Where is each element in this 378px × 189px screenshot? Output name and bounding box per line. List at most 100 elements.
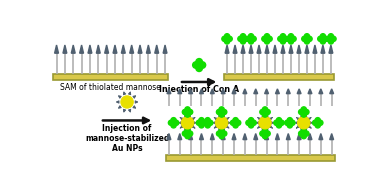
Circle shape: [238, 36, 243, 41]
Circle shape: [320, 34, 325, 39]
Text: SAM of thiolated mannose: SAM of thiolated mannose: [60, 83, 161, 92]
Polygon shape: [211, 89, 214, 94]
Circle shape: [262, 107, 268, 112]
Polygon shape: [96, 45, 100, 53]
Circle shape: [171, 123, 176, 128]
Circle shape: [301, 107, 307, 112]
Circle shape: [201, 120, 207, 125]
Polygon shape: [254, 134, 258, 140]
Circle shape: [318, 36, 323, 41]
Circle shape: [185, 107, 190, 112]
Circle shape: [278, 36, 283, 41]
Circle shape: [318, 120, 323, 125]
Circle shape: [315, 118, 320, 123]
Circle shape: [174, 120, 179, 125]
Circle shape: [196, 120, 201, 125]
Polygon shape: [113, 45, 117, 53]
Circle shape: [290, 120, 295, 125]
Circle shape: [222, 131, 227, 136]
Circle shape: [260, 109, 265, 115]
Circle shape: [233, 118, 238, 123]
Circle shape: [304, 34, 310, 39]
Polygon shape: [273, 45, 277, 53]
Circle shape: [185, 112, 190, 117]
Circle shape: [307, 36, 312, 41]
Polygon shape: [319, 134, 323, 140]
Circle shape: [301, 112, 307, 117]
Polygon shape: [54, 45, 59, 53]
Circle shape: [215, 117, 228, 129]
Circle shape: [168, 120, 174, 125]
Polygon shape: [221, 134, 225, 140]
Circle shape: [185, 134, 190, 139]
Circle shape: [259, 117, 271, 129]
Circle shape: [262, 134, 268, 139]
Circle shape: [225, 34, 230, 39]
Circle shape: [264, 34, 270, 39]
Polygon shape: [265, 89, 268, 94]
Circle shape: [315, 123, 320, 128]
Polygon shape: [63, 45, 67, 53]
Circle shape: [199, 123, 204, 128]
Circle shape: [262, 128, 268, 134]
Circle shape: [203, 120, 208, 125]
Polygon shape: [276, 89, 279, 94]
Circle shape: [276, 123, 282, 128]
Circle shape: [193, 62, 199, 68]
Polygon shape: [225, 45, 229, 53]
Polygon shape: [313, 45, 317, 53]
Polygon shape: [200, 89, 203, 94]
Circle shape: [302, 36, 307, 41]
Polygon shape: [243, 134, 247, 140]
Circle shape: [240, 39, 246, 44]
Circle shape: [286, 36, 291, 41]
Circle shape: [227, 36, 232, 41]
Polygon shape: [257, 45, 261, 53]
Circle shape: [287, 118, 293, 123]
Circle shape: [323, 36, 328, 41]
Circle shape: [219, 134, 224, 139]
Circle shape: [320, 39, 325, 44]
Bar: [224, 74, 334, 80]
Circle shape: [262, 112, 268, 117]
Polygon shape: [105, 45, 108, 53]
Circle shape: [264, 39, 270, 44]
Polygon shape: [189, 89, 192, 94]
Bar: [53, 74, 168, 80]
Polygon shape: [243, 89, 247, 94]
Circle shape: [279, 120, 284, 125]
Polygon shape: [167, 89, 171, 94]
Polygon shape: [138, 45, 142, 53]
Polygon shape: [305, 45, 309, 53]
Circle shape: [304, 39, 310, 44]
Circle shape: [248, 123, 254, 128]
Circle shape: [251, 120, 256, 125]
Bar: [166, 155, 335, 160]
Polygon shape: [308, 89, 312, 94]
Circle shape: [248, 118, 254, 123]
Polygon shape: [297, 45, 301, 53]
Circle shape: [288, 39, 294, 44]
Polygon shape: [178, 134, 182, 140]
Polygon shape: [155, 45, 159, 53]
Circle shape: [182, 131, 187, 136]
Circle shape: [222, 109, 227, 115]
Polygon shape: [200, 134, 203, 140]
Circle shape: [185, 128, 190, 134]
Circle shape: [301, 134, 307, 139]
Polygon shape: [232, 134, 236, 140]
Circle shape: [235, 120, 241, 125]
Polygon shape: [254, 89, 258, 94]
Polygon shape: [221, 89, 225, 94]
Polygon shape: [330, 134, 334, 140]
Polygon shape: [88, 45, 92, 53]
Circle shape: [267, 36, 272, 41]
Circle shape: [196, 65, 202, 71]
Polygon shape: [211, 134, 214, 140]
Polygon shape: [281, 45, 285, 53]
Circle shape: [299, 131, 304, 136]
Circle shape: [313, 120, 318, 125]
Circle shape: [230, 120, 235, 125]
Circle shape: [199, 62, 206, 68]
Circle shape: [171, 118, 176, 123]
